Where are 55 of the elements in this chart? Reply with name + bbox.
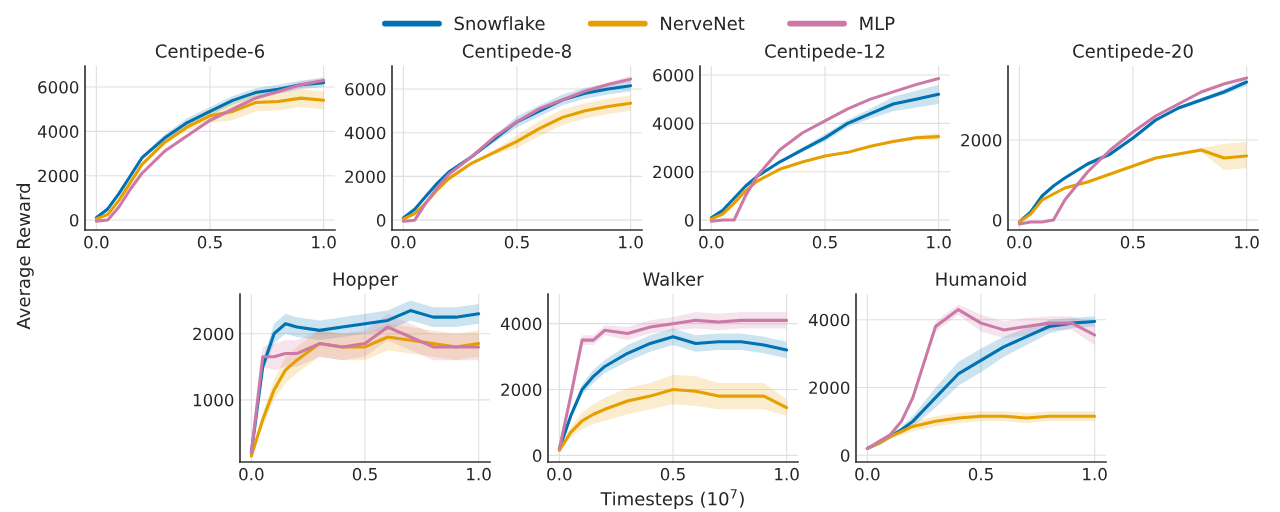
y-tick-label: 2000	[653, 165, 694, 179]
legend-label: Snowflake	[454, 16, 545, 31]
x-tick-label: 0.0	[391, 235, 416, 249]
y-tick-label: 2000	[961, 133, 1002, 147]
x-tick-label: 1.0	[619, 235, 643, 249]
x-tick-label: 0.5	[504, 235, 529, 249]
x-tick-label: 1.0	[1083, 467, 1107, 481]
x-tick-label: 1.0	[927, 235, 951, 249]
y-axis-title: Average Reward	[16, 184, 34, 330]
x-tick-label: 1.0	[775, 467, 799, 481]
y-tick-label: 2000	[38, 169, 79, 183]
y-tick-label: 2000	[501, 383, 542, 397]
chart-title: Centipede-12	[765, 43, 885, 62]
chart-title: Centipede-6	[155, 43, 265, 62]
legend-label: NerveNet	[661, 16, 745, 31]
x-tick-label: 0.5	[660, 467, 685, 481]
x-tick-label: 1.0	[1235, 235, 1259, 249]
chart-title: Centipede-8	[462, 43, 571, 62]
x-tick-label: 0.5	[1120, 235, 1145, 249]
y-tick-label: 4000	[808, 313, 850, 327]
y-tick-label: 2000	[193, 327, 234, 341]
y-tick-label: 0	[532, 449, 542, 462]
y-tick-label: 2000	[345, 170, 386, 183]
x-tick-label: 0.0	[855, 467, 880, 481]
y-tick-label: 0	[992, 213, 1002, 227]
legend-label: MLP	[860, 16, 895, 30]
y-tick-label: 4000	[500, 317, 542, 331]
y-tick-label: 1000	[193, 393, 234, 407]
chart-title: Walker	[643, 271, 704, 286]
y-tick-label: 2000	[809, 381, 850, 395]
x-tick-label: 0.0	[1007, 235, 1032, 249]
y-tick-label: 0	[684, 214, 694, 227]
chart-title: Centipede-20	[1073, 43, 1193, 62]
y-tick-label: 4000	[37, 125, 79, 138]
x-tick-label: 0.5	[197, 235, 222, 249]
x-tick-label: 1.0	[312, 235, 336, 249]
y-tick-label: 6000	[345, 82, 386, 96]
x-tick-label: 0.0	[699, 235, 724, 249]
x-tick-label: 0.5	[968, 467, 993, 481]
x-tick-label: 1.0	[467, 467, 491, 481]
y-tick-label: 0	[840, 449, 850, 462]
y-tick-label: 4000	[344, 126, 386, 140]
y-tick-label: 6000	[653, 68, 694, 82]
y-tick-label: 0	[69, 213, 79, 227]
y-tick-label: 4000	[652, 117, 694, 130]
x-tick-label: 0.0	[239, 467, 264, 481]
x-axis-title: Timesteps (10$^{7}$)	[600, 489, 744, 510]
x-tick-label: 0.5	[812, 235, 837, 249]
x-tick-label: 0.0	[547, 467, 572, 481]
y-tick-label: 0	[376, 214, 386, 227]
chart-title: Hopper	[333, 272, 399, 290]
x-tick-label: 0.0	[84, 235, 109, 249]
chart-title: Humanoid	[936, 271, 1026, 286]
y-tick-label: 6000	[38, 81, 79, 94]
x-tick-label: 0.5	[352, 467, 377, 481]
